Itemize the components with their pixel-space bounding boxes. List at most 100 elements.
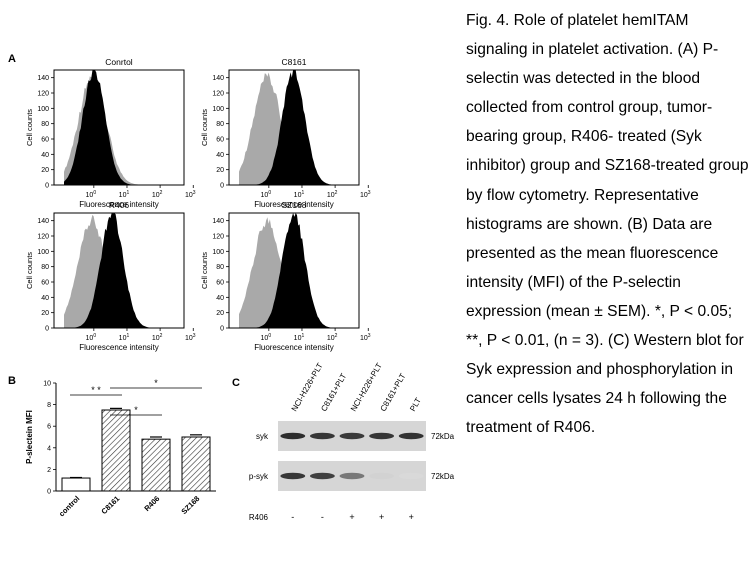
y-tick-label: 120 xyxy=(212,234,224,241)
y-axis-label: Cell counts xyxy=(25,109,34,146)
sample-histogram xyxy=(239,213,355,328)
y-tick-label: 100 xyxy=(37,249,49,256)
histogram-title: C8161 xyxy=(281,57,306,67)
x-axis-label: Fluorescence intensity xyxy=(254,343,334,352)
mfi-bar-chart: 0 2 4 6 8 10 P-slectein MFI control C8161 R406 SZ1… xyxy=(25,378,216,518)
y-tick-label: 40 xyxy=(41,152,49,159)
lane-label: NCI-H226+PLT xyxy=(290,361,325,413)
y-tick-label: 140 xyxy=(37,75,49,82)
x-tick-label: 100 xyxy=(261,333,272,342)
y-tick-label: 40 xyxy=(41,295,49,302)
molecular-weight-label: 72kDa xyxy=(431,432,455,441)
x-tick-label: 100 xyxy=(86,333,97,342)
y-tick-label: 100 xyxy=(212,249,224,256)
y-tick-label: 0 xyxy=(220,326,224,333)
x-tick-label: 103 xyxy=(360,190,371,199)
blot-row-label: syk xyxy=(256,432,269,441)
y-tick-label: 140 xyxy=(37,218,49,225)
x-tick-label: 101 xyxy=(294,190,305,199)
x-tick-label: 102 xyxy=(152,333,163,342)
y-tick-label: 8 xyxy=(47,402,51,409)
treatment-sign: - xyxy=(321,512,324,522)
blot-row-label: p-syk xyxy=(249,472,269,481)
y-tick-label: 80 xyxy=(41,121,49,128)
x-tick-label: 102 xyxy=(327,190,338,199)
histogram-title: SZ168 xyxy=(281,200,306,210)
y-tick-label: 0 xyxy=(47,489,51,496)
y-tick-label: 140 xyxy=(212,218,224,225)
y-tick-label: 4 xyxy=(47,445,51,452)
sample-histogram xyxy=(64,213,180,328)
y-tick-label: 0 xyxy=(45,183,49,190)
y-tick-label: 20 xyxy=(216,167,224,174)
blot-band xyxy=(339,472,365,480)
y-tick-label: 2 xyxy=(47,467,51,474)
y-tick-label: 20 xyxy=(41,167,49,174)
y-tick-label: 20 xyxy=(41,310,49,317)
treatment-sign: + xyxy=(349,512,354,522)
histogram-frame xyxy=(228,212,360,329)
y-tick-label: 0 xyxy=(45,326,49,333)
x-tick-label: 103 xyxy=(360,333,371,342)
treatment-sign: + xyxy=(379,512,384,522)
y-tick-label: 40 xyxy=(216,295,224,302)
category-label: R406 xyxy=(142,494,161,513)
reference-histogram xyxy=(239,72,355,185)
bar-C8161 xyxy=(101,409,131,492)
significance-label: * * xyxy=(91,385,101,395)
y-tick-label: 80 xyxy=(216,264,224,271)
y-axis-label: Cell counts xyxy=(200,252,209,289)
x-tick-label: 102 xyxy=(327,333,338,342)
blot-band xyxy=(339,432,365,440)
y-tick-label: 60 xyxy=(41,137,49,144)
y-tick-label: 60 xyxy=(216,137,224,144)
y-tick-label: 60 xyxy=(41,280,49,287)
blot-band xyxy=(369,472,395,480)
sample-histogram xyxy=(64,70,180,185)
lane-label: NCI-H226+PLT xyxy=(349,361,384,413)
x-axis-label: Fluorescence intensity xyxy=(254,200,334,209)
blot-band xyxy=(309,432,335,440)
y-tick-label: 80 xyxy=(216,121,224,128)
y-tick-label: 140 xyxy=(212,75,224,82)
panel-a-letter: A xyxy=(8,53,16,65)
y-tick-label: 120 xyxy=(37,91,49,98)
y-tick-label: 20 xyxy=(216,310,224,317)
x-tick-label: 102 xyxy=(152,190,163,199)
treatment-sign: + xyxy=(409,512,414,522)
blot-band xyxy=(398,432,424,440)
significance-label: * xyxy=(134,405,138,415)
histogram-title: Conrtol xyxy=(105,57,133,67)
histogram-frame xyxy=(228,69,360,186)
bar-R406 xyxy=(141,438,171,492)
y-tick-label: 10 xyxy=(43,381,51,388)
x-axis-label: Fluorescence intensity xyxy=(79,200,159,209)
panel-c-letter: C xyxy=(232,377,240,389)
sample-histogram xyxy=(239,70,355,185)
blot-band xyxy=(398,472,424,480)
blot-band xyxy=(280,432,306,440)
lane-label: PLT xyxy=(408,396,423,413)
x-tick-label: 101 xyxy=(119,190,130,199)
y-tick-label: 100 xyxy=(37,106,49,113)
x-axis-label: Fluorescence intensity xyxy=(79,343,159,352)
x-tick-label: 101 xyxy=(294,333,305,342)
y-tick-label: 0 xyxy=(220,183,224,190)
y-axis-label: Cell counts xyxy=(25,252,34,289)
y-axis-label: P-slectein MFI xyxy=(25,410,34,464)
blot-band xyxy=(369,432,395,440)
category-label: control xyxy=(57,494,81,518)
y-tick-label: 80 xyxy=(41,264,49,271)
treatment-label: R406 xyxy=(249,513,269,522)
blot-band xyxy=(280,472,306,480)
reference-histogram xyxy=(64,214,180,328)
blot-band xyxy=(309,472,335,480)
panel-b-letter: B xyxy=(8,375,16,387)
y-tick-label: 120 xyxy=(37,234,49,241)
x-tick-label: 101 xyxy=(119,333,130,342)
